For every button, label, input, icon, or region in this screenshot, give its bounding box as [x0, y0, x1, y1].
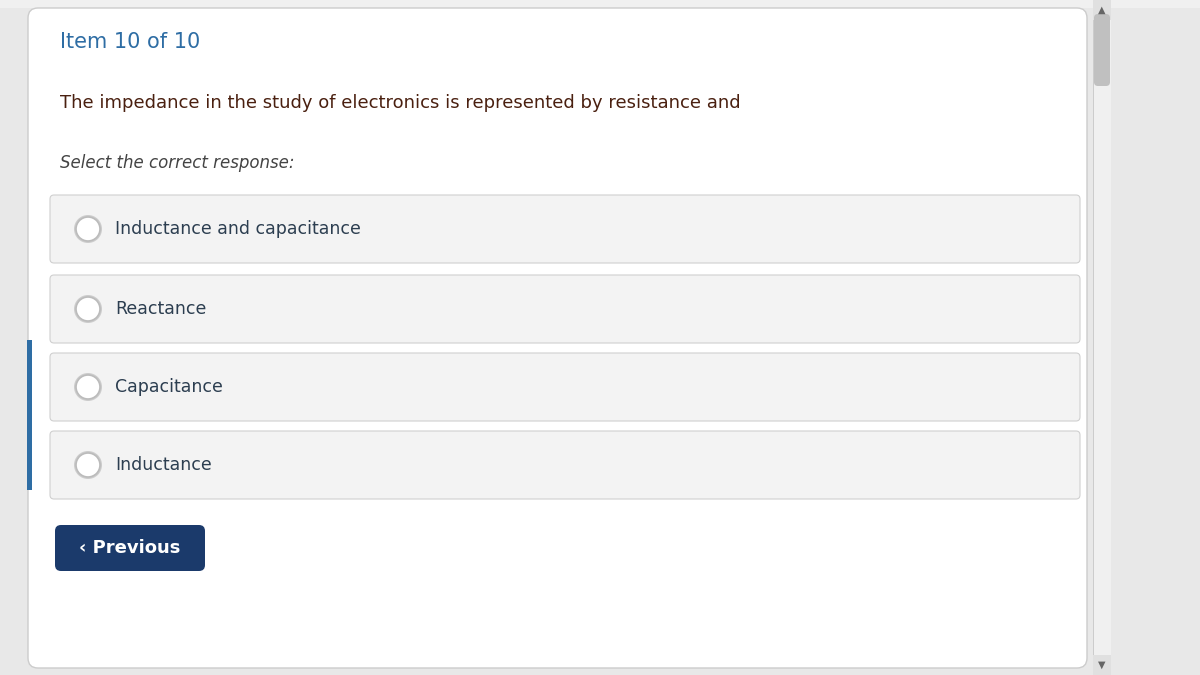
- Bar: [0, 0, 1200, 8]
- Text: Capacitance: Capacitance: [115, 378, 223, 396]
- Text: The impedance in the study of electronics is represented by resistance and: The impedance in the study of electronic…: [60, 94, 740, 112]
- FancyBboxPatch shape: [50, 195, 1080, 263]
- Text: ▲: ▲: [1098, 5, 1105, 15]
- Circle shape: [74, 451, 102, 479]
- Circle shape: [76, 297, 100, 321]
- FancyBboxPatch shape: [28, 8, 1087, 668]
- Text: Inductance and capacitance: Inductance and capacitance: [115, 220, 361, 238]
- Circle shape: [76, 453, 100, 477]
- Bar: [28, 340, 32, 490]
- Text: ▼: ▼: [1098, 660, 1105, 670]
- Circle shape: [74, 373, 102, 401]
- Bar: [1093, 655, 1111, 675]
- Text: ‹ Previous: ‹ Previous: [79, 539, 181, 557]
- FancyBboxPatch shape: [1094, 14, 1110, 86]
- Text: Select the correct response:: Select the correct response:: [60, 154, 294, 172]
- Bar: [1093, 0, 1111, 20]
- Text: Reactance: Reactance: [115, 300, 206, 318]
- Text: Item 10 of 10: Item 10 of 10: [60, 32, 200, 52]
- FancyBboxPatch shape: [55, 525, 205, 571]
- FancyBboxPatch shape: [50, 275, 1080, 343]
- FancyBboxPatch shape: [50, 431, 1080, 499]
- Circle shape: [76, 375, 100, 399]
- Circle shape: [74, 215, 102, 243]
- Circle shape: [74, 295, 102, 323]
- FancyBboxPatch shape: [50, 353, 1080, 421]
- Bar: [1093, 0, 1111, 675]
- Text: Inductance: Inductance: [115, 456, 211, 474]
- Circle shape: [76, 217, 100, 241]
